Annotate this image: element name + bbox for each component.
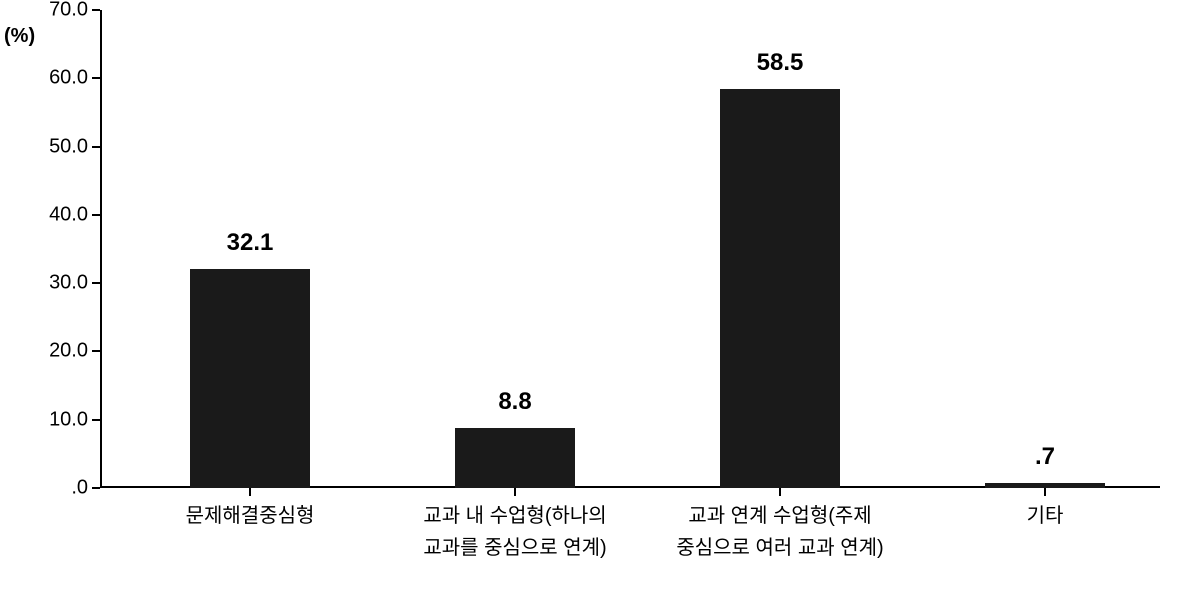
bar-value-label: .7: [1035, 443, 1055, 471]
bar: [455, 428, 575, 488]
y-tick-mark: [92, 487, 100, 489]
y-tick-label: 30.0: [49, 272, 88, 295]
x-category-label: 교과 내 수업형(하나의 교과를 중심으로 연계): [423, 500, 606, 564]
x-tick-mark: [1044, 488, 1046, 496]
y-tick-mark: [92, 350, 100, 352]
bar: [720, 89, 840, 488]
x-tick-mark: [779, 488, 781, 496]
y-tick-label: 10.0: [49, 408, 88, 431]
y-tick-label: 70.0: [49, 0, 88, 22]
y-tick-label: 60.0: [49, 67, 88, 90]
bar: [190, 269, 310, 488]
y-tick-label: 50.0: [49, 135, 88, 158]
bar-value-label: 8.8: [498, 388, 531, 416]
plot-area: (%) .010.020.030.040.050.060.070.0 32.18…: [100, 10, 1160, 488]
y-tick-mark: [92, 282, 100, 284]
bar-value-label: 58.5: [757, 49, 804, 77]
x-category-label: 문제해결중심형: [186, 500, 315, 532]
y-tick-mark: [92, 419, 100, 421]
y-axis-unit-label: (%): [4, 25, 35, 48]
x-category-label: 교과 연계 수업형(주제 중심으로 여러 교과 연계): [676, 500, 883, 564]
y-tick-mark: [92, 214, 100, 216]
y-tick-label: .0: [71, 477, 88, 500]
y-tick-label: 40.0: [49, 203, 88, 226]
y-tick-label: 20.0: [49, 340, 88, 363]
bar-value-label: 32.1: [227, 229, 274, 257]
y-tick-mark: [92, 77, 100, 79]
x-tick-mark: [514, 488, 516, 496]
y-tick-mark: [92, 146, 100, 148]
y-tick-mark: [92, 9, 100, 11]
bar-chart: (%) .010.020.030.040.050.060.070.0 32.18…: [100, 10, 1160, 530]
y-axis-line: [100, 10, 102, 488]
x-category-label: 기타: [1027, 500, 1064, 532]
x-tick-mark: [249, 488, 251, 496]
